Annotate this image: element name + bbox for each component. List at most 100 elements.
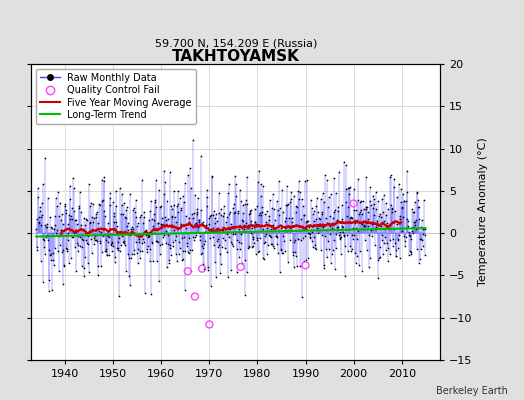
Point [200, 229, 209, 236]
Point [370, 212, 379, 218]
Point [221, 236, 229, 243]
Point [166, 245, 174, 252]
Point [291, 249, 299, 255]
Point [259, 226, 268, 232]
Point [76, 188, 84, 195]
Point [212, 274, 220, 280]
Point [202, 194, 211, 200]
Point [302, 256, 310, 263]
Point [99, 233, 107, 239]
Point [107, 239, 116, 246]
Point [275, 212, 283, 218]
Point [103, 252, 112, 258]
Point [246, 208, 255, 214]
Point [320, 265, 328, 271]
Point [265, 216, 273, 223]
Point [256, 210, 265, 216]
Point [362, 206, 370, 212]
Point [127, 226, 135, 232]
Point [91, 232, 100, 239]
Point [289, 193, 298, 199]
Point [91, 214, 100, 221]
Point [108, 247, 116, 254]
Point [46, 252, 54, 258]
Point [202, 222, 210, 228]
Point [185, 234, 193, 241]
Point [280, 228, 288, 234]
Point [380, 218, 388, 224]
Point [401, 243, 409, 250]
Point [112, 203, 121, 210]
Point [64, 260, 73, 266]
Point [86, 200, 95, 206]
Point [187, 222, 195, 228]
Point [355, 262, 364, 268]
Point [294, 236, 302, 242]
Point [238, 218, 247, 224]
Point [288, 215, 297, 221]
Point [345, 185, 353, 191]
Point [226, 267, 235, 274]
Point [270, 206, 278, 212]
Point [397, 186, 405, 192]
Point [156, 251, 164, 257]
Point [64, 230, 72, 236]
Point [322, 227, 331, 234]
Point [98, 248, 106, 255]
Point [419, 226, 428, 232]
Point [56, 213, 64, 220]
Point [398, 228, 407, 234]
Point [353, 236, 362, 242]
Point [241, 292, 249, 299]
Point [244, 211, 253, 217]
Point [201, 229, 210, 235]
Point [38, 279, 47, 285]
Point [174, 188, 182, 194]
Point [193, 211, 201, 217]
Point [58, 249, 67, 256]
Point [50, 262, 58, 268]
Point [252, 221, 260, 227]
Point [348, 225, 357, 231]
Point [385, 225, 393, 232]
Point [89, 201, 97, 207]
Point [381, 200, 390, 206]
Point [300, 212, 308, 218]
Point [357, 198, 365, 204]
Point [190, 220, 199, 227]
Point [244, 245, 253, 251]
Point [220, 203, 228, 210]
Point [225, 234, 234, 240]
Point [140, 214, 148, 220]
Point [83, 217, 91, 223]
Point [142, 232, 150, 238]
Point [159, 168, 168, 174]
Point [391, 240, 399, 246]
Point [226, 209, 234, 215]
Point [162, 216, 171, 223]
Point [231, 230, 239, 237]
Point [340, 232, 348, 239]
Point [219, 227, 227, 233]
Point [334, 204, 342, 210]
Point [243, 201, 251, 208]
Point [148, 215, 156, 222]
Point [316, 221, 324, 227]
Point [209, 234, 217, 240]
Point [347, 246, 356, 252]
Point [403, 216, 411, 223]
Point [321, 232, 329, 239]
Point [420, 197, 428, 203]
Point [59, 246, 68, 253]
Point [100, 174, 108, 180]
Point [359, 198, 367, 204]
Point [364, 223, 372, 229]
Point [231, 209, 239, 216]
Point [63, 248, 71, 254]
Point [105, 234, 113, 241]
Point [35, 213, 43, 220]
Point [47, 250, 55, 257]
Point [333, 224, 342, 230]
Point [268, 190, 277, 197]
Point [179, 248, 188, 254]
